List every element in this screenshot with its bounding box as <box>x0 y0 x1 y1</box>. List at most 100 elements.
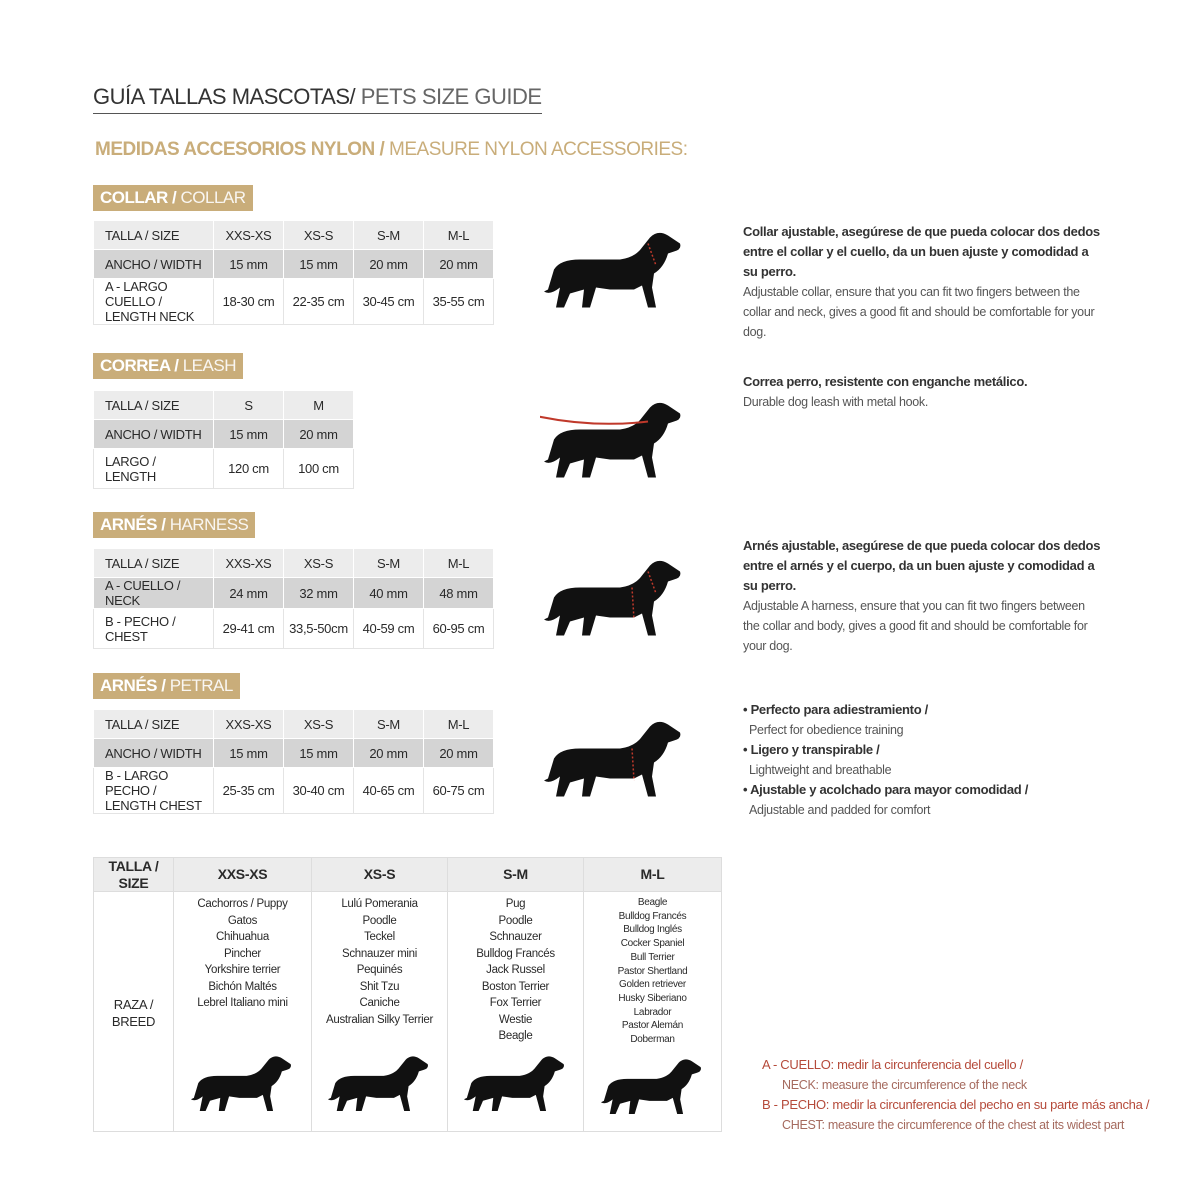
table-cell: 29-41 cm <box>213 608 284 649</box>
row-label: TALLA / SIZE <box>93 220 214 250</box>
breed-row-label: RAZA / BREED <box>93 891 174 1132</box>
row-label: A - CUELLO / NECK <box>93 577 214 609</box>
tag-en: PETRAL <box>165 676 234 695</box>
table-cell: M-L <box>423 220 494 250</box>
table-cell: 20 mm <box>353 738 424 768</box>
table-cell: 35-55 cm <box>423 278 494 325</box>
row-label: ANCHO / WIDTH <box>93 419 214 449</box>
note-chest-en: CHEST: measure the circumference of the … <box>782 1118 1125 1132</box>
table-cell: 60-75 cm <box>423 767 494 814</box>
breed-item: Bichón Maltés <box>208 980 277 993</box>
table-cell: XS-S <box>283 709 354 739</box>
desc-en: Durable dog leash with metal hook. <box>743 395 929 409</box>
dog-silhouette-icon <box>544 721 681 797</box>
breed-item: Boston Terrier <box>481 980 550 993</box>
breed-item: Doberman <box>630 1034 675 1046</box>
breed-item: Teckel <box>364 931 395 943</box>
breed-item: Beagle <box>498 1030 533 1042</box>
breed-header-row: TALLA / SIZE XXS-XS XS-S S-M M-L <box>93 857 722 892</box>
table-cell: S-M <box>353 548 424 578</box>
table-cell: S-M <box>353 709 424 739</box>
breed-item: Yorkshire terrier <box>204 964 281 976</box>
title-en: PETS SIZE GUIDE <box>355 84 542 109</box>
table-cell: 48 mm <box>423 577 494 609</box>
section-description: Correa perro, resistente con enganche me… <box>743 372 1103 412</box>
tag-en: HARNESS <box>165 515 249 534</box>
breed-header-cell: XS-S <box>311 857 448 892</box>
size-table: TALLA / SIZE XXS-XS XS-S S-M M-L A - CUELLO /… <box>93 548 494 649</box>
table-cell: 20 mm <box>423 249 494 279</box>
breed-item: Westie <box>498 1013 533 1026</box>
table-cell: 60-95 cm <box>423 608 494 649</box>
tag-en: COLLAR <box>176 188 247 207</box>
breed-item: Golden retriever <box>619 979 686 991</box>
tag-en: LEASH <box>178 356 237 375</box>
cat-and-chihuahua-icon <box>190 1056 291 1112</box>
desc-es: Collar ajustable, asegúrese de que pueda… <box>743 224 1100 279</box>
breed-item: Gatos <box>227 914 258 927</box>
breed-item: Bulldog Francés <box>618 910 687 922</box>
breed-item: Australian Silky Terrier <box>326 1013 433 1026</box>
doberman-icon <box>600 1059 701 1114</box>
breed-item: Husky Siberiano <box>618 992 687 1004</box>
breed-item: Fox Terrier <box>489 997 542 1009</box>
breed-item: Cachorros / Puppy <box>197 898 288 910</box>
table-row: ANCHO / WIDTH 15 mm 15 mm 20 mm 20 mm <box>93 249 494 279</box>
desc-en: Adjustable A harness, ensure that you ca… <box>743 599 1088 653</box>
row-label: A - LARGO CUELLO / LENGTH NECK <box>93 278 214 325</box>
breed-item: Poodle <box>362 914 397 927</box>
bullet-es: • Ligero y transpirable / <box>743 742 880 757</box>
bullet-en: Lightweight and breathable <box>749 763 892 777</box>
table-cell: 32 mm <box>283 577 354 609</box>
section-description: Arnés ajustable, asegúrese de que pueda … <box>743 536 1103 656</box>
breed-item: Schnauzer mini <box>341 947 418 960</box>
size-table: TALLA / SIZE XXS-XS XS-S S-M M-L ANCHO / WIDT… <box>93 709 494 814</box>
breed-item: Caniche <box>359 997 400 1009</box>
row-label: B - PECHO / CHEST <box>93 608 214 649</box>
breed-table: TALLA / SIZE XXS-XS XS-S S-M M-L RAZA / BREED… <box>93 857 722 1132</box>
tag-es: COLLAR / <box>100 188 177 207</box>
table-cell: 18-30 cm <box>213 278 284 325</box>
table-cell: 33,5-50cm <box>283 608 354 649</box>
section-description: Collar ajustable, asegúrese de que pueda… <box>743 222 1103 342</box>
table-cell: 24 mm <box>213 577 284 609</box>
table-cell: 15 mm <box>283 738 354 768</box>
measurement-notes: A - CUELLO: medir la circunferencia del … <box>762 1055 1149 1135</box>
table-cell: 40-65 cm <box>353 767 424 814</box>
table-cell: S-M <box>353 220 424 250</box>
breed-item: Pastor Alemán <box>621 1020 684 1032</box>
table-cell: 15 mm <box>213 738 284 768</box>
desc-es: Arnés ajustable, asegúrese de que pueda … <box>743 538 1101 593</box>
table-cell: 25-35 cm <box>213 767 284 814</box>
table-row: A - CUELLO / NECK 24 mm 32 mm 40 mm 48 mm <box>93 577 494 609</box>
page-title: GUÍA TALLAS MASCOTAS/ PETS SIZE GUIDE <box>93 84 542 114</box>
bullet-es: • Ajustable y acolchado para mayor comod… <box>743 782 1029 797</box>
table-cell: 100 cm <box>283 448 354 489</box>
row-label: ANCHO / WIDTH <box>93 738 214 768</box>
table-cell: 40-59 cm <box>353 608 424 649</box>
table-cell: 30-40 cm <box>283 767 354 814</box>
note-neck-en: NECK: measure the circumference of the n… <box>782 1078 1027 1092</box>
bullet-es: • Perfecto para adiestramiento / <box>743 702 928 717</box>
row-label: LARGO / LENGTH <box>93 448 214 489</box>
note-neck: A - CUELLO: medir la circunferencia del … <box>762 1057 1023 1072</box>
table-row: LARGO / LENGTH 120 cm 100 cm <box>93 448 354 489</box>
table-cell: 15 mm <box>283 249 354 279</box>
schnauzer-icon <box>463 1056 564 1112</box>
table-cell: 30-45 cm <box>353 278 424 325</box>
table-row: ANCHO / WIDTH 15 mm 20 mm <box>93 419 354 449</box>
section-tag: ARNÉS / PETRAL <box>93 673 240 699</box>
tag-es: ARNÉS / <box>100 515 166 534</box>
table-row: A - LARGO CUELLO / LENGTH NECK 18-30 cm 22… <box>93 278 494 325</box>
table-cell: XS-S <box>283 220 354 250</box>
tag-es: CORREA / <box>100 356 179 375</box>
dog-silhouette-icon <box>544 560 681 636</box>
breed-item: Lulú Pomerania <box>341 898 418 910</box>
note-chest: B - PECHO: medir la circunferencia del p… <box>762 1097 1150 1112</box>
row-label: TALLA / SIZE <box>93 390 214 420</box>
table-row: B - LARGO PECHO / LENGTH CHEST 25-35 cm 30… <box>93 767 494 814</box>
table-cell: XXS-XS <box>213 709 284 739</box>
desc-en: Adjustable collar, ensure that you can f… <box>743 285 1095 339</box>
table-cell: XXS-XS <box>213 548 284 578</box>
table-cell: 40 mm <box>353 577 424 609</box>
